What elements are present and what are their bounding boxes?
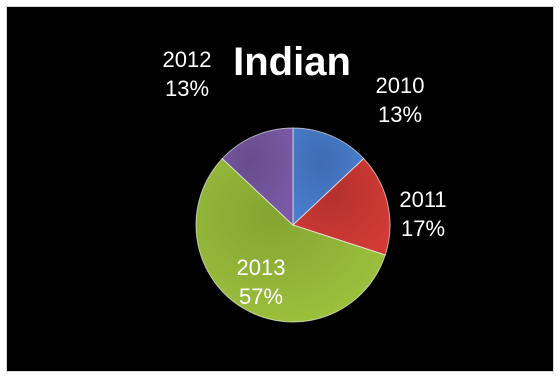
chart-frame: Indian 2010 13% 2011 17% 2013 57% 2012 13% [6,6,554,372]
pie-slice-2013 [195,157,386,323]
chart-title: Indian [233,40,351,84]
pie-chart: Indian 2010 13% 2011 17% 2013 57% 2012 13% [163,40,447,323]
data-label-percent-2012: 13% [165,76,209,101]
pie-slice-2010 [292,127,365,227]
data-label-percent-2010: 13% [378,102,422,127]
pie-slice-2012 [221,127,294,227]
data-label-category-2011: 2011 [399,187,446,212]
pie-slice-2011 [292,157,391,256]
data-label-category-2012: 2012 [163,47,212,72]
data-label-category-2010: 2010 [376,73,425,98]
data-label-percent-2011: 17% [401,216,445,241]
data-label-percent-2013: 57% [239,284,283,309]
data-label-category-2013: 2013 [237,255,286,280]
